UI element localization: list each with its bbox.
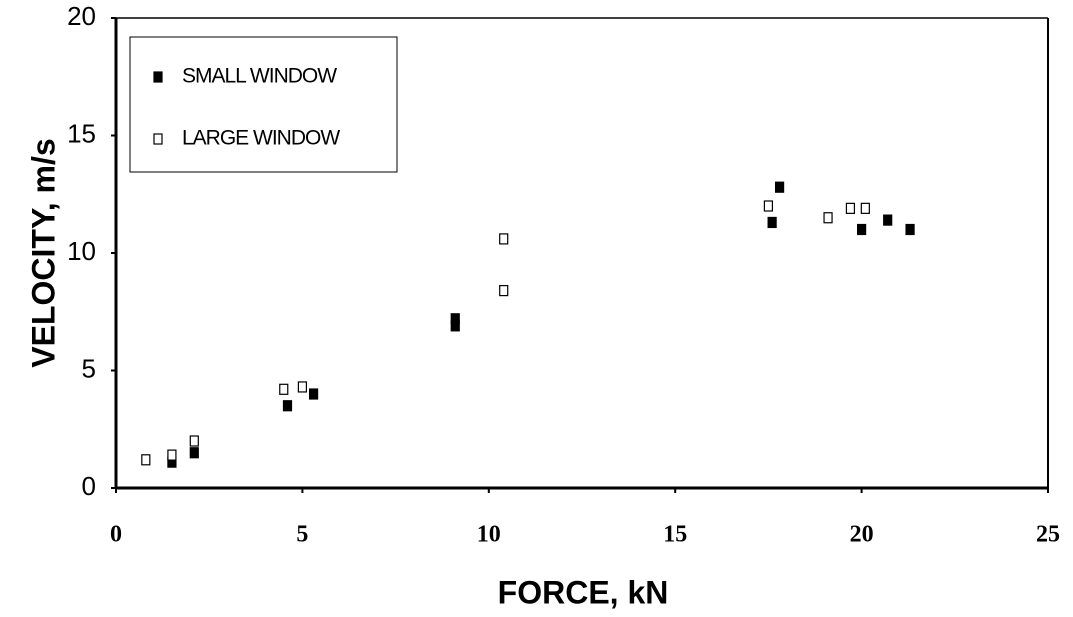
x-tick-label: 20 bbox=[850, 522, 874, 548]
point bbox=[279, 383, 289, 395]
point bbox=[308, 388, 319, 400]
point bbox=[499, 285, 509, 297]
point bbox=[767, 216, 777, 229]
point bbox=[450, 320, 460, 332]
point bbox=[905, 223, 915, 236]
point bbox=[499, 233, 509, 245]
point bbox=[141, 454, 151, 466]
y-tick-label: 5 bbox=[82, 353, 96, 383]
point bbox=[823, 212, 833, 224]
point bbox=[167, 449, 177, 461]
point bbox=[189, 435, 199, 447]
x-tick-label: 15 bbox=[663, 522, 687, 548]
x-tick-label: 10 bbox=[477, 522, 501, 548]
x-tick-label: 0 bbox=[110, 522, 122, 548]
x-axis-title: FORCE, kN bbox=[498, 574, 669, 610]
point bbox=[860, 202, 870, 214]
legend-marker bbox=[153, 133, 163, 145]
point bbox=[856, 223, 867, 236]
point bbox=[763, 200, 774, 212]
y-tick-label: 10 bbox=[67, 236, 96, 266]
y-axis-title: VELOCITY, m/s bbox=[25, 138, 61, 367]
legend-label: SMALL WINDOW bbox=[182, 65, 337, 88]
y-tick-label: 20 bbox=[67, 1, 96, 31]
point bbox=[774, 181, 785, 193]
point bbox=[297, 381, 307, 393]
x-tick-label: 25 bbox=[1036, 522, 1060, 548]
legend-marker bbox=[153, 71, 163, 83]
point bbox=[282, 400, 293, 412]
point bbox=[883, 214, 893, 226]
point bbox=[189, 447, 199, 459]
x-tick-label: 5 bbox=[296, 522, 308, 548]
point bbox=[845, 202, 856, 214]
y-tick-label: 0 bbox=[82, 471, 96, 501]
legend-label: LARGE WINDOW bbox=[182, 127, 340, 150]
legend-box bbox=[129, 36, 398, 173]
y-tick-label: 15 bbox=[67, 118, 96, 148]
